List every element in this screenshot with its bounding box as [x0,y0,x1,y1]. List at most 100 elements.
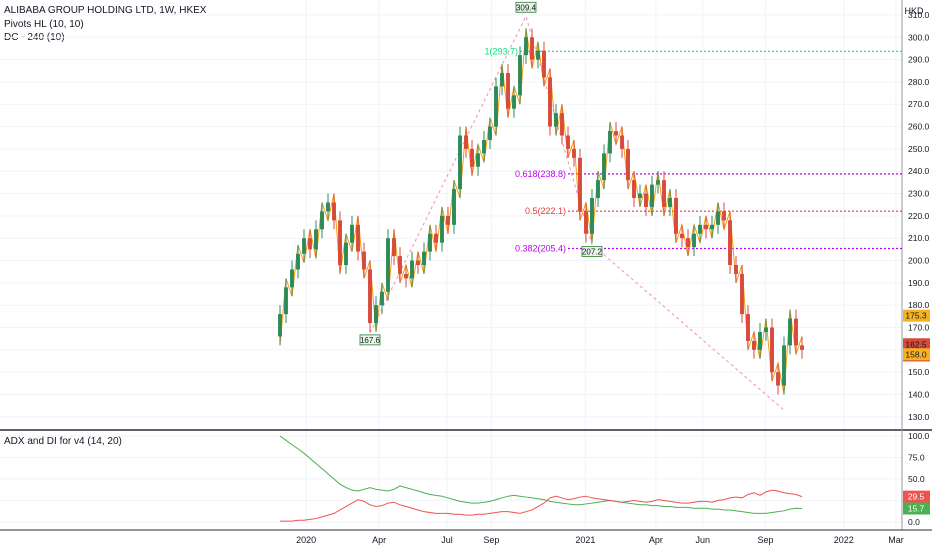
candle-body [422,251,426,266]
candle-body [746,314,750,341]
candle-body [296,253,300,270]
candle-body [704,224,708,230]
time-tick-label: 2021 [575,535,595,545]
fib-level-label: 0.5(222.1) [525,206,566,216]
candle-body [698,224,702,234]
candle-body [686,238,690,248]
candle-body [476,153,480,167]
candle-body [584,211,588,234]
candle-body [566,135,570,149]
candle-body [350,224,354,243]
candle-body [794,318,798,346]
candle-body [626,148,630,181]
candle-body [494,86,498,127]
time-tick-label: Sep [757,535,773,545]
time-axis: 2020 Apr Jul Sep 2021 Apr Jun Sep 2022 Mar [296,535,904,545]
time-tick-label: Mar [888,535,904,545]
adx-indicator-legend[interactable]: ADX and DI for v4 (14, 20) [4,436,122,447]
candle-body [530,37,534,60]
candle-body [608,131,612,154]
candle-body [542,50,546,78]
candle-body [458,135,462,190]
adx-value-badge-label: 15.7 [908,503,925,513]
fib-level-label: 1(293.7) [484,46,518,56]
candle-body [368,269,372,324]
candle-body [416,260,420,266]
candle-body [782,345,786,386]
time-tick-label: Apr [372,535,386,545]
candle-body [386,238,390,292]
fib-level-label: 0.382(205.4) [515,243,566,253]
candle-body [740,273,744,315]
price-tick-label: 300.0 [908,32,930,42]
price-tick-label: 180.0 [908,300,930,310]
candle-body [518,55,522,96]
candle-body [656,180,660,185]
price-axis: 130.0140.0150.0160.0170.0180.0190.0200.0… [908,10,930,422]
candle-body [332,202,336,221]
candle-body [800,345,804,350]
price-badge [903,309,930,322]
price-tick-label: 140.0 [908,390,930,400]
pivot-zigzag-line [369,14,785,411]
candle-body [662,180,666,207]
pivot-label-box [581,246,603,257]
candle-body [752,340,756,350]
price-badge [903,348,930,361]
grid [0,0,902,528]
candle-body [320,211,324,230]
candle-body [434,233,438,243]
pivots-indicator-legend[interactable]: Pivots HL (10, 10) [4,19,84,30]
high-low-wave-line [279,28,803,395]
candle-body [644,193,648,207]
candle-body [788,318,792,346]
candle-body [344,242,348,266]
zigzag [279,14,803,411]
candle-body [668,198,672,207]
candle-body [314,229,318,250]
candle-body [758,331,762,350]
price-tick-label: 280.0 [908,77,930,87]
candle-body [356,224,360,252]
candle-body [308,238,312,250]
pivot-label: 309.4 [516,3,537,12]
candle-body [440,215,444,243]
candle-body [374,305,378,324]
candle-body [500,72,504,87]
candle-body [452,189,456,225]
price-tick-label: 310.0 [908,10,930,20]
candle-body [674,198,678,234]
candle-body [410,260,414,279]
price-tick-label: 210.0 [908,233,930,243]
candle-body [302,238,306,254]
candle-body [590,198,594,234]
price-tick-label: 130.0 [908,412,930,422]
price-tick-label: 170.0 [908,323,930,333]
adx-tick-label: 0.0 [908,517,920,527]
candle-body [638,193,642,199]
adx-value-badge [903,502,930,515]
adx-value-badge [903,490,930,503]
candle-body [680,233,684,239]
candle-body [470,148,474,167]
price-badge-label: 175.3 [905,311,927,321]
candle-body [764,327,768,332]
symbol-legend[interactable]: ALIBABA GROUP HOLDING LTD, 1W, HKEX [4,5,207,16]
candle-body [572,148,576,158]
candles [278,28,804,395]
candle-body [734,265,738,274]
candle-body [710,224,714,230]
candle-body [632,180,636,199]
fib-level-label: 0.618(238.8) [515,169,566,179]
candle-body [428,233,432,252]
candle-body [464,135,468,149]
adx-value-badge-label: 29.5 [908,492,925,502]
time-tick-label: Apr [649,535,663,545]
adx-series-line [279,435,803,514]
pivot-label: 207.2 [582,247,603,256]
candle-body [716,211,720,225]
price-tick-label: 240.0 [908,166,930,176]
